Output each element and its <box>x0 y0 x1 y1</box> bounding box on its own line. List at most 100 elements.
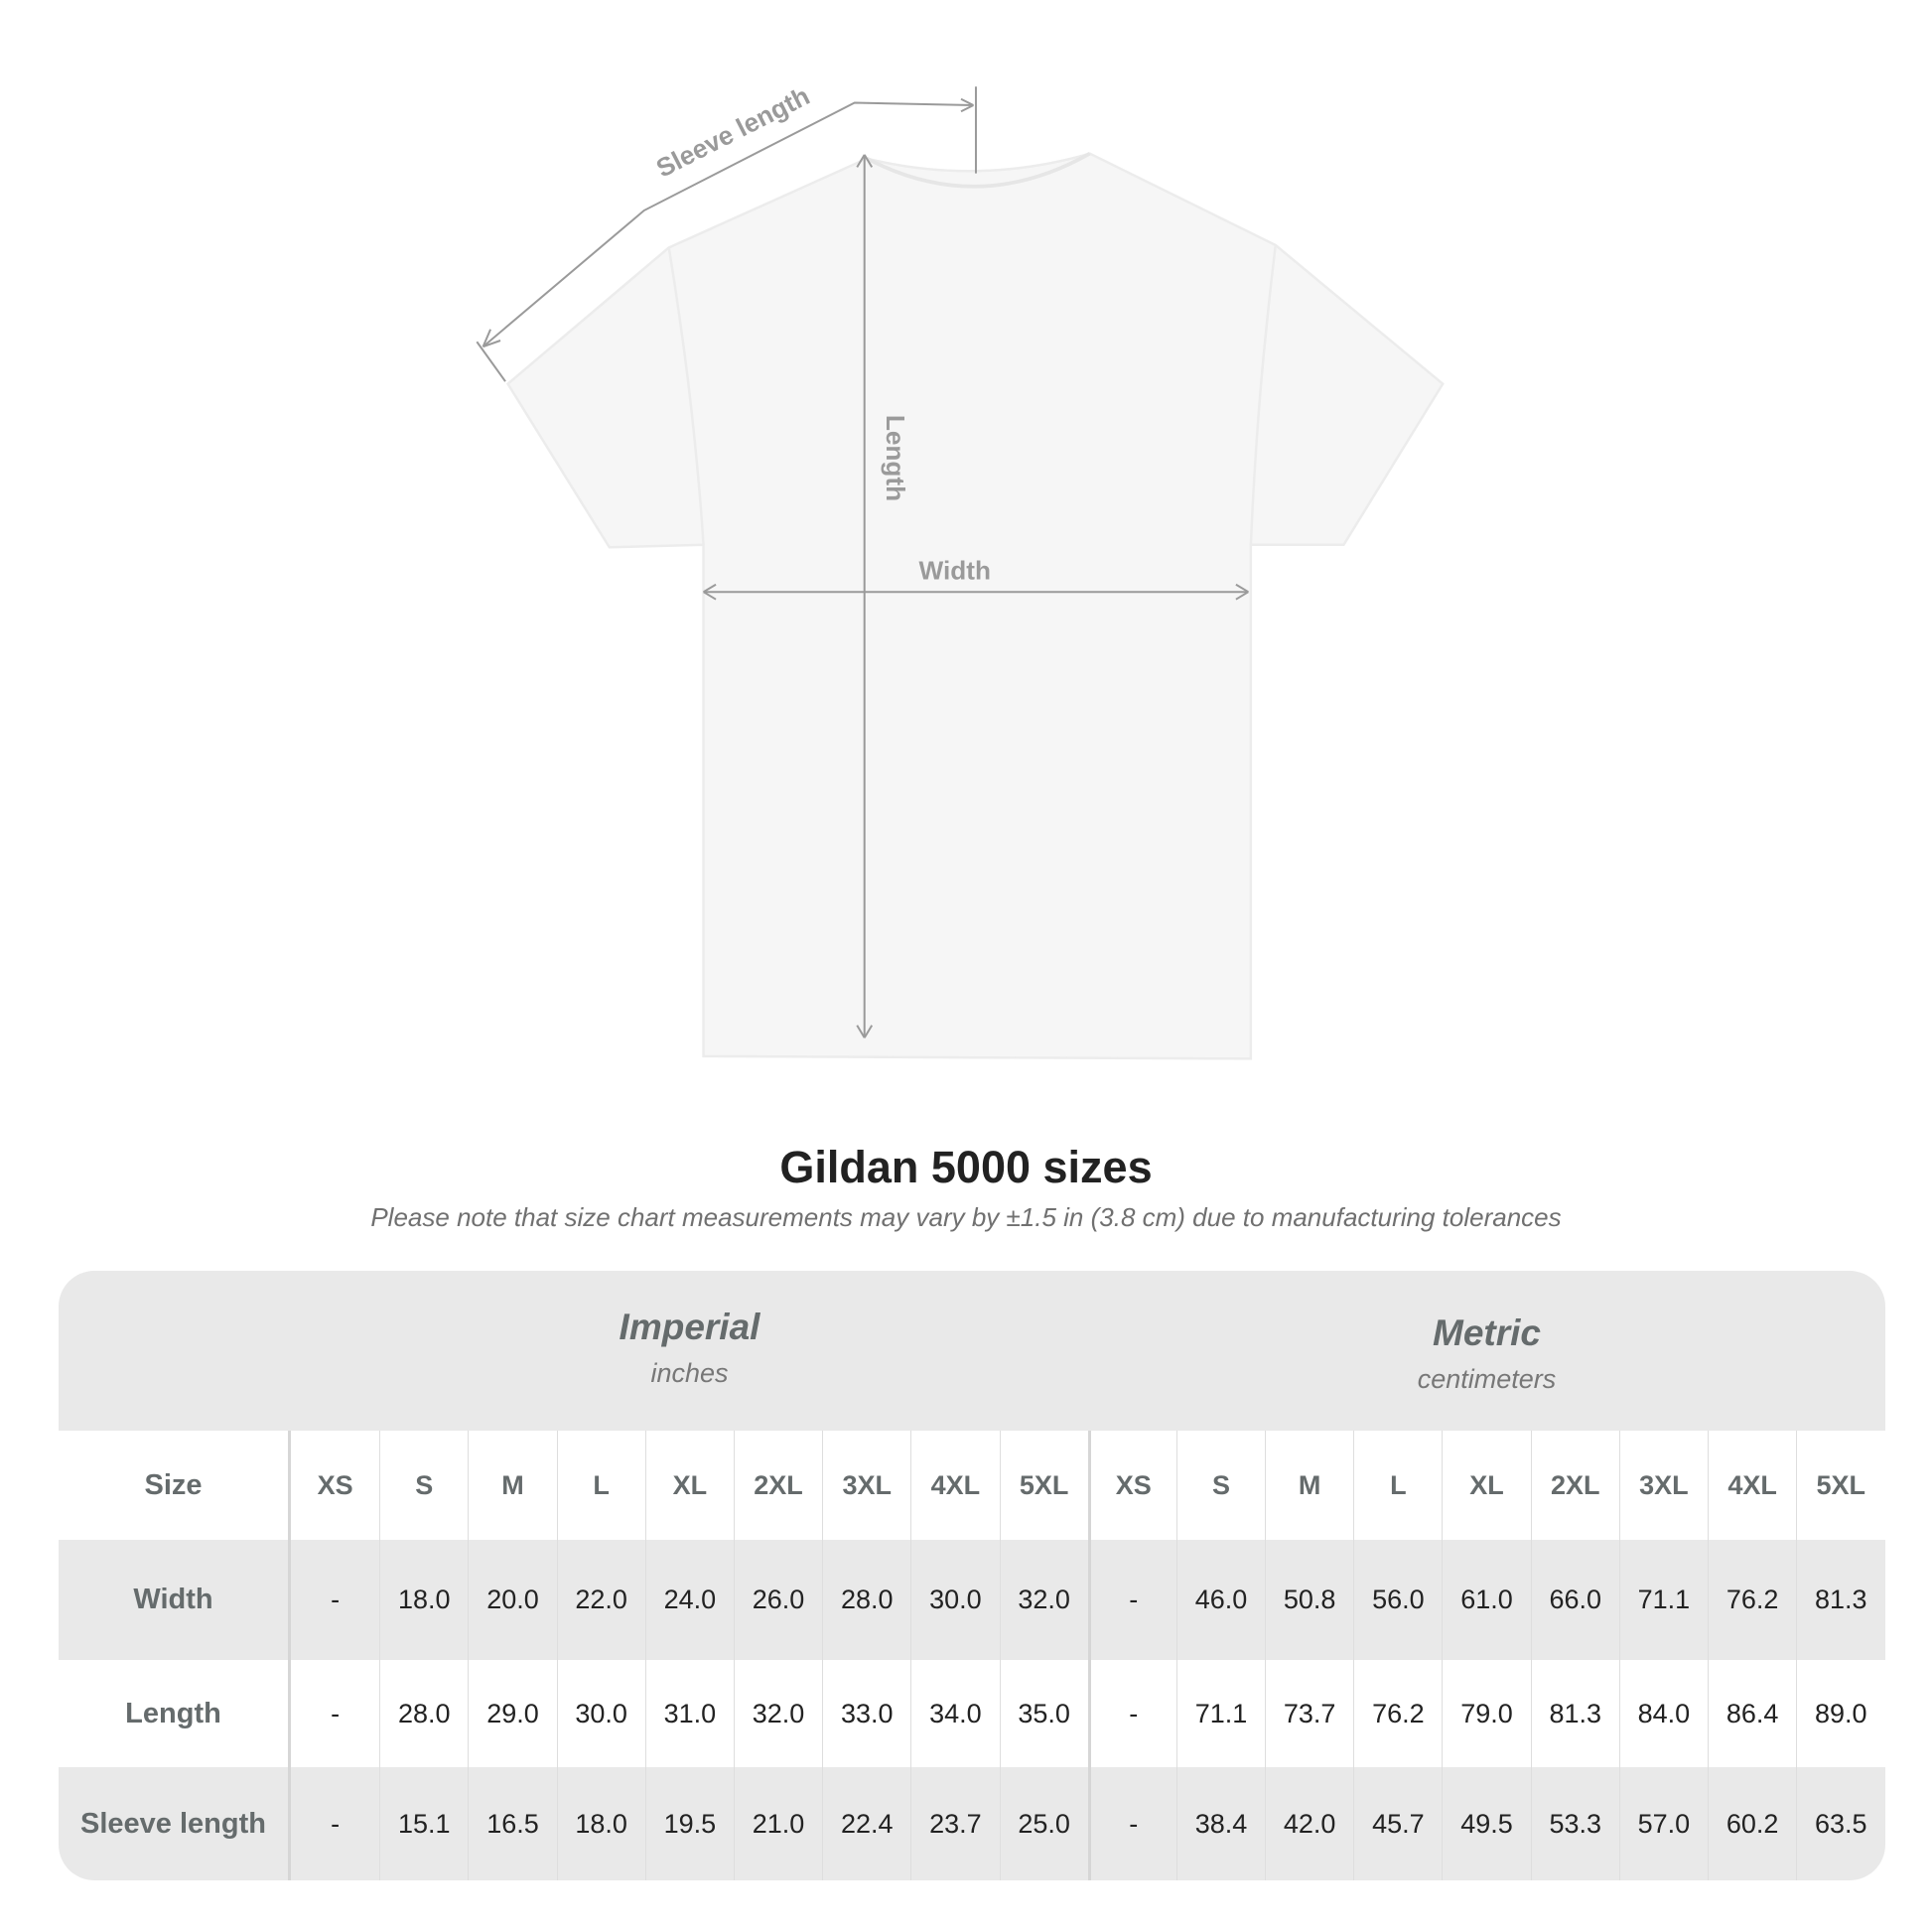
metric-value-cell: 57.0 <box>1618 1767 1708 1880</box>
imperial-value-cell: 24.0 <box>644 1540 734 1660</box>
imperial-value-cell: 19.5 <box>644 1767 734 1880</box>
row-label: Width <box>59 1540 291 1660</box>
metric-value-cell: - <box>1087 1660 1176 1767</box>
metric-value-cell: 73.7 <box>1265 1660 1353 1767</box>
metric-value-cell: 66.0 <box>1530 1540 1619 1660</box>
imperial-value-cell: 35.0 <box>999 1660 1088 1767</box>
metric-value-cell: 76.2 <box>1708 1540 1796 1660</box>
metric-value-cell: 38.4 <box>1175 1767 1265 1880</box>
size-header-cell: L <box>1353 1431 1442 1540</box>
size-header-cell: 3XL <box>822 1431 910 1540</box>
metric-value-cell: 81.3 <box>1796 1540 1884 1660</box>
imperial-value-cell: 18.0 <box>556 1767 645 1880</box>
metric-value-cell: 84.0 <box>1618 1660 1708 1767</box>
size-header-cell: XS <box>317 1469 353 1500</box>
table-header-band: Imperial inches Metric centimeters <box>59 1271 1885 1431</box>
page-title: Gildan 5000 sizes <box>779 1142 1153 1192</box>
size-header-cell: S <box>379 1431 468 1540</box>
arrow-icon <box>482 97 974 348</box>
width-label: Width <box>919 556 991 586</box>
size-header-cell: XL <box>644 1431 734 1540</box>
size-header-cell: 3XL <box>1618 1431 1708 1540</box>
metric-value-cell: - <box>1087 1767 1176 1880</box>
imperial-header: Imperial inches <box>291 1307 1088 1389</box>
size-header-cell: 4XL <box>1708 1431 1796 1540</box>
metric-value-cell: 89.0 <box>1796 1660 1884 1767</box>
imperial-value-cell: 15.1 <box>379 1767 468 1880</box>
imperial-value-cell: 16.5 <box>468 1767 556 1880</box>
row-label: Sleeve length <box>59 1767 291 1880</box>
arrow-icon <box>703 583 1249 601</box>
metric-value-cell: 53.3 <box>1530 1767 1619 1880</box>
table-row: Width -18.0 20.0 22.0 24.0 26.0 28.0 30.0 32.0-4… <box>59 1540 1885 1660</box>
imperial-value-cell: 28.0 <box>822 1540 910 1660</box>
tshirt-diagram: Sleeve length Length Width <box>476 80 1445 1060</box>
table-row: Sleeve length - 15.1 16.5 18.0 19.5 21.0 22.4 23… <box>59 1767 1885 1880</box>
metric-value-cell: 76.2 <box>1353 1660 1442 1767</box>
size-header-row: Size XS S M L XL 2XL 3XL 4XL 5XL XS S M L XL 2XL 3XL 4XL 5… <box>59 1431 1885 1540</box>
size-header-cell: 5XL <box>999 1431 1088 1540</box>
imperial-value-cell: 22.4 <box>822 1767 910 1880</box>
metric-value-cell: 79.0 <box>1442 1660 1530 1767</box>
metric-value-cell: 45.7 <box>1353 1767 1442 1880</box>
metric-header: Metric centimeters <box>1088 1312 1885 1395</box>
metric-value-cell: 71.1 <box>1175 1660 1265 1767</box>
size-header-cell: S <box>1175 1431 1265 1540</box>
metric-unit: centimeters <box>1417 1364 1557 1394</box>
metric-title: Metric <box>1433 1312 1541 1353</box>
imperial-value-cell: 32.0 <box>733 1660 822 1767</box>
length-label: Length <box>881 415 910 501</box>
imperial-value-cell: 25.0 <box>999 1767 1088 1880</box>
size-header-cell: 2XL <box>733 1431 822 1540</box>
sleeve-length-label: Sleeve length <box>651 80 814 183</box>
metric-value-cell: 46.0 <box>1175 1540 1265 1660</box>
imperial-value-cell: 21.0 <box>733 1767 822 1880</box>
size-table: Imperial inches Metric centimeters Size X… <box>59 1271 1885 1880</box>
imperial-value-cell: 31.0 <box>644 1660 734 1767</box>
metric-value-cell: 49.5 <box>1442 1767 1530 1880</box>
imperial-value-cell: - <box>331 1808 341 1839</box>
tshirt-collar <box>866 152 1091 189</box>
row-label: Size <box>59 1431 291 1540</box>
imperial-value-cell: 26.0 <box>733 1540 822 1660</box>
metric-value-cell: 56.0 <box>1353 1540 1442 1660</box>
metric-value-cell: 60.2 <box>1708 1767 1796 1880</box>
metric-value-cell: 61.0 <box>1442 1540 1530 1660</box>
imperial-title: Imperial <box>619 1307 760 1347</box>
imperial-value-cell: 34.0 <box>910 1660 999 1767</box>
imperial-value-cell: - <box>331 1698 341 1728</box>
imperial-value-cell: 30.0 <box>556 1660 645 1767</box>
metric-value-cell: 63.5 <box>1796 1767 1884 1880</box>
size-header-cell: L <box>556 1431 645 1540</box>
imperial-value-cell: 32.0 <box>999 1540 1088 1660</box>
size-header-cell: 4XL <box>910 1431 999 1540</box>
size-header-cell: M <box>468 1431 556 1540</box>
size-header-cell: XS <box>1087 1431 1176 1540</box>
metric-value-cell: 71.1 <box>1618 1540 1708 1660</box>
size-header-cell: XL <box>1442 1431 1530 1540</box>
imperial-value-cell: 18.0 <box>379 1540 468 1660</box>
imperial-value-cell: 28.0 <box>379 1660 468 1767</box>
metric-value-cell: - <box>1087 1540 1176 1660</box>
imperial-value-cell: 33.0 <box>822 1660 910 1767</box>
imperial-value-cell: 23.7 <box>910 1767 999 1880</box>
metric-value-cell: 86.4 <box>1708 1660 1796 1767</box>
metric-value-cell: 50.8 <box>1265 1540 1353 1660</box>
metric-value-cell: 81.3 <box>1530 1660 1619 1767</box>
imperial-value-cell: 29.0 <box>468 1660 556 1767</box>
imperial-value-cell: 30.0 <box>910 1540 999 1660</box>
tolerance-note: Please note that size chart measurements… <box>370 1202 1562 1232</box>
imperial-unit: inches <box>650 1358 729 1388</box>
size-header-cell: 2XL <box>1530 1431 1619 1540</box>
tshirt-shape <box>505 152 1445 1060</box>
imperial-value-cell: 22.0 <box>556 1540 645 1660</box>
table-row: Length -28.0 29.0 30.0 31.0 32.0 33.0 34.0 35.0-… <box>59 1660 1885 1767</box>
imperial-value-cell: - <box>331 1585 341 1614</box>
imperial-value-cell: 20.0 <box>468 1540 556 1660</box>
metric-value-cell: 42.0 <box>1265 1767 1353 1880</box>
sleeve-length-line <box>482 101 974 347</box>
size-header-cell: M <box>1265 1431 1353 1540</box>
row-label: Length <box>59 1660 291 1767</box>
size-header-cell: 5XL <box>1796 1431 1884 1540</box>
arrow-icon <box>856 154 874 1038</box>
